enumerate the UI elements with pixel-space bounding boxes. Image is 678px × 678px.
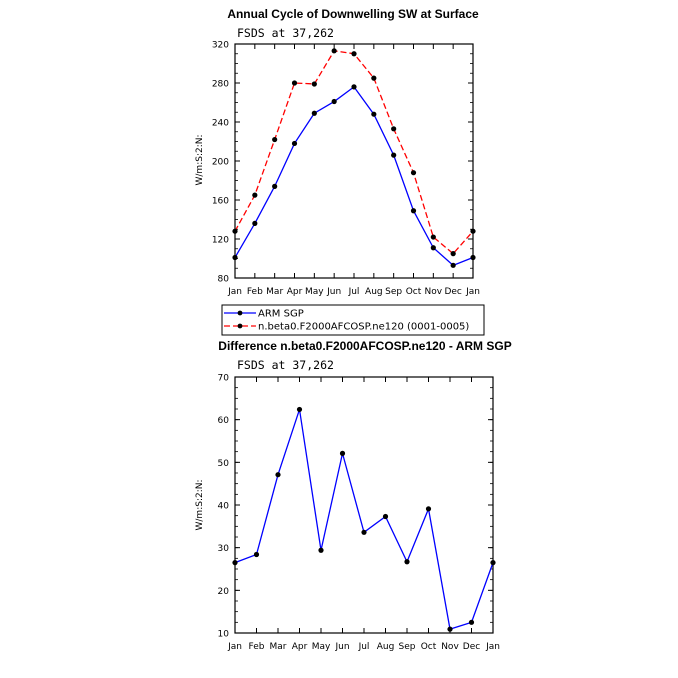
- legend-label-model: n.beta0.F2000AFCOSP.ne120 (0001-0005): [258, 322, 469, 333]
- x-tick-label: Feb: [247, 287, 263, 297]
- data-point: [296, 406, 303, 413]
- x-tick-label: Jul: [348, 287, 360, 297]
- x-tick-label: Jan: [227, 642, 242, 652]
- series-line-0: [234, 85, 474, 267]
- legend-label-arm: ARM SGP: [258, 309, 304, 320]
- y-tick-label: 320: [212, 41, 229, 51]
- data-point: [252, 220, 258, 226]
- legend-box: [221, 304, 485, 336]
- data-point: [371, 111, 377, 117]
- annual-cycle-chart: Annual Cycle of Downwelling SW at Surfac…: [195, 7, 485, 336]
- data-point: [232, 560, 238, 566]
- data-point: [470, 254, 476, 261]
- y-tick-label: 10: [218, 630, 230, 640]
- data-point: [410, 208, 417, 214]
- data-point: [361, 529, 367, 535]
- y-tick-label: 120: [212, 236, 229, 246]
- data-point: [391, 126, 397, 132]
- x-tick-label: Jul: [358, 642, 370, 652]
- data-point: [252, 192, 258, 198]
- y-axis-label: W/m:S:2:N:: [195, 480, 205, 531]
- y-tick-label: 50: [218, 459, 230, 469]
- data-point: [291, 140, 298, 147]
- x-tick-label: Sep: [399, 642, 416, 652]
- legend-marker-model: [237, 323, 243, 329]
- y-tick-label: 60: [218, 416, 230, 426]
- data-point: [410, 170, 417, 176]
- data-point: [232, 228, 238, 234]
- series-line-0: [234, 409, 494, 631]
- y-tick-label: 20: [218, 587, 230, 597]
- x-tick-label: Dec: [444, 287, 461, 297]
- x-tick-label: Oct: [406, 287, 422, 297]
- data-point: [351, 51, 357, 57]
- data-point: [311, 110, 317, 116]
- data-point: [331, 98, 337, 105]
- x-tick-label: Mar: [270, 642, 287, 652]
- chart-subtitle: FSDS at 37,262: [237, 358, 334, 372]
- data-point: [425, 506, 432, 512]
- data-point: [318, 547, 324, 553]
- legend-marker-arm: [237, 310, 243, 316]
- data-point: [430, 234, 436, 240]
- plot-frame: [234, 43, 474, 279]
- data-point: [272, 183, 278, 189]
- difference-chart: Difference n.beta0.F2000AFCOSP.ne120 - A…: [195, 339, 512, 652]
- data-point: [272, 136, 278, 143]
- data-point: [404, 559, 410, 565]
- x-tick-label: Apr: [292, 642, 308, 652]
- y-tick-label: 30: [218, 544, 230, 554]
- y-tick-label: 240: [212, 119, 229, 129]
- x-tick-label: Aug: [377, 642, 395, 652]
- data-point: [468, 619, 475, 625]
- chart-subtitle: FSDS at 37,262: [237, 26, 334, 40]
- x-tick-label: Nov: [425, 287, 443, 297]
- data-point: [331, 48, 337, 54]
- y-tick-label: 70: [218, 374, 230, 384]
- legend: ARM SGP n.beta0.F2000AFCOSP.ne120 (0001-…: [221, 304, 485, 336]
- x-tick-label: Mar: [266, 287, 283, 297]
- data-point: [275, 472, 281, 478]
- x-tick-label: Jun: [326, 287, 341, 297]
- data-point: [351, 84, 357, 90]
- y-tick-label: 280: [212, 80, 229, 90]
- data-point: [470, 228, 476, 234]
- x-tick-label: Jun: [334, 642, 349, 652]
- y-tick-label: 40: [218, 502, 230, 512]
- data-point: [371, 75, 377, 81]
- plot-frame: [234, 376, 494, 634]
- data-point: [232, 254, 238, 261]
- series-line-1: [234, 50, 474, 255]
- y-tick-label: 200: [212, 158, 229, 168]
- chart-title: Difference n.beta0.F2000AFCOSP.ne120 - A…: [218, 339, 511, 353]
- data-point: [450, 251, 456, 257]
- data-point: [291, 80, 298, 86]
- x-tick-label: Jan: [465, 287, 480, 297]
- x-tick-label: Feb: [249, 642, 265, 652]
- data-point: [253, 551, 260, 558]
- x-tick-label: Sep: [385, 287, 402, 297]
- y-axis-label: W/m:S:2:N:: [195, 135, 205, 186]
- data-point: [391, 152, 397, 158]
- x-tick-label: Jan: [227, 287, 242, 297]
- x-tick-label: Dec: [463, 642, 480, 652]
- y-tick-label: 80: [218, 275, 230, 285]
- y-tick-label: 160: [212, 197, 229, 207]
- data-point: [447, 626, 453, 632]
- x-tick-label: Nov: [441, 642, 459, 652]
- x-tick-label: Oct: [421, 642, 437, 652]
- data-point: [339, 450, 346, 456]
- x-tick-label: Jan: [485, 642, 500, 652]
- x-tick-label: Aug: [365, 287, 383, 297]
- x-tick-label: May: [312, 642, 331, 652]
- data-point: [430, 245, 436, 251]
- x-tick-label: May: [305, 287, 324, 297]
- chart-title: Annual Cycle of Downwelling SW at Surfac…: [227, 7, 479, 21]
- data-point: [382, 513, 389, 520]
- data-point: [490, 560, 496, 566]
- data-point: [311, 81, 317, 87]
- data-point: [450, 262, 456, 268]
- x-tick-label: Apr: [287, 287, 303, 297]
